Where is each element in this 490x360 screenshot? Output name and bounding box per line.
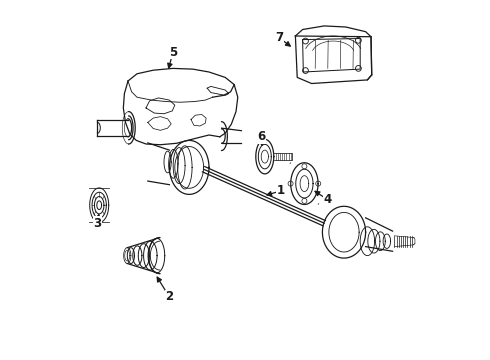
Text: 1: 1: [277, 184, 285, 197]
Text: 2: 2: [165, 291, 173, 303]
Text: 5: 5: [169, 46, 177, 59]
Text: 4: 4: [324, 193, 332, 206]
Text: 7: 7: [275, 31, 283, 44]
Text: 6: 6: [257, 130, 265, 143]
Text: 3: 3: [93, 217, 101, 230]
